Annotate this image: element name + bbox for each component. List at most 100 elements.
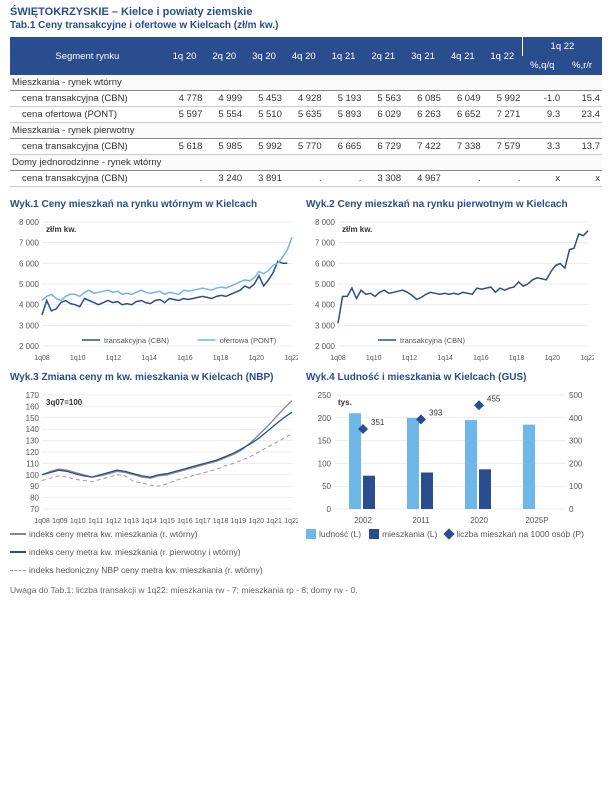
- svg-text:1q12: 1q12: [106, 355, 122, 362]
- q6: 3q 21: [403, 37, 443, 75]
- svg-text:1q16: 1q16: [473, 355, 489, 362]
- cell: .: [483, 171, 523, 187]
- svg-text:7 000: 7 000: [315, 239, 336, 248]
- svg-text:300: 300: [569, 437, 583, 446]
- svg-text:1q13: 1q13: [123, 518, 139, 525]
- svg-text:3 000: 3 000: [315, 321, 336, 330]
- svg-text:zł/m kw.: zł/m kw.: [46, 225, 76, 234]
- svg-text:170: 170: [26, 391, 40, 400]
- svg-text:250: 250: [318, 391, 332, 400]
- svg-text:4 000: 4 000: [19, 301, 40, 310]
- svg-text:400: 400: [569, 414, 583, 423]
- q0: 1q 20: [165, 37, 205, 75]
- cell: 5 510: [244, 107, 284, 123]
- svg-text:3 000: 3 000: [19, 321, 40, 330]
- cell: 3 308: [363, 171, 403, 187]
- svg-text:8 000: 8 000: [315, 218, 336, 227]
- chart-1-title: Wyk.1 Ceny mieszkań na rynku wtórnym w K…: [10, 199, 298, 210]
- svg-text:1q19: 1q19: [231, 518, 247, 525]
- svg-text:4 000: 4 000: [315, 301, 336, 310]
- q8: 1q 22: [483, 37, 523, 75]
- cell: 7 271: [483, 107, 523, 123]
- svg-text:1q18: 1q18: [213, 355, 229, 362]
- svg-text:1q22: 1q22: [580, 355, 594, 362]
- svg-text:90: 90: [30, 482, 39, 491]
- cell: 5 597: [165, 107, 205, 123]
- svg-text:200: 200: [569, 459, 583, 468]
- svg-text:1q12: 1q12: [106, 518, 122, 525]
- chart-2: Wyk.2 Ceny mieszkań na rynku pierwotnym …: [306, 199, 594, 364]
- svg-text:2 000: 2 000: [19, 342, 40, 351]
- cell: 7 579: [483, 139, 523, 155]
- q7: 4q 21: [443, 37, 483, 75]
- svg-text:393: 393: [429, 408, 443, 417]
- row-label: cena transakcyjna (CBN): [10, 91, 165, 107]
- svg-text:1q16: 1q16: [177, 518, 193, 525]
- svg-text:1q14: 1q14: [437, 355, 453, 362]
- region-title: ŚWIĘTOKRZYSKIE – Kielce i powiaty ziemsk…: [10, 6, 602, 18]
- cell: 5 635: [284, 107, 324, 123]
- svg-text:110: 110: [26, 459, 39, 468]
- svg-text:1q09: 1q09: [52, 518, 68, 525]
- cell: 6 029: [363, 107, 403, 123]
- svg-text:2 000: 2 000: [315, 342, 336, 351]
- svg-text:100: 100: [569, 482, 583, 491]
- q5: 2q 21: [363, 37, 403, 75]
- cell: 5 770: [284, 139, 324, 155]
- row-label: cena ofertowa (PONT): [10, 107, 165, 123]
- row-label: cena transakcyjna (CBN): [10, 171, 165, 187]
- period-head: 1q 22: [522, 37, 602, 56]
- cell: 4 999: [204, 91, 244, 107]
- svg-text:transakcyjna (CBN): transakcyjna (CBN): [104, 336, 170, 345]
- q2: 3q 20: [244, 37, 284, 75]
- svg-text:zł/m kw.: zł/m kw.: [342, 225, 372, 234]
- svg-text:1q08: 1q08: [34, 518, 50, 525]
- svg-text:1q18: 1q18: [213, 518, 229, 525]
- svg-text:100: 100: [26, 471, 40, 480]
- svg-text:5 000: 5 000: [315, 280, 336, 289]
- cell: 4 928: [284, 91, 324, 107]
- cell: 5 893: [324, 107, 364, 123]
- cell: 6 263: [403, 107, 443, 123]
- svg-text:7 000: 7 000: [19, 239, 40, 248]
- svg-text:150: 150: [26, 414, 40, 423]
- svg-text:1q12: 1q12: [402, 355, 418, 362]
- svg-text:70: 70: [30, 505, 39, 514]
- svg-text:tys.: tys.: [338, 398, 352, 407]
- pct-rr: %,r/r: [562, 56, 602, 75]
- svg-text:1q14: 1q14: [141, 518, 157, 525]
- svg-text:100: 100: [318, 459, 332, 468]
- legend-item: liczba mieszkań na 1000 osób (P): [445, 529, 584, 539]
- svg-text:1q22: 1q22: [284, 355, 298, 362]
- cell: 5 563: [363, 91, 403, 107]
- cell: 5 554: [204, 107, 244, 123]
- legend-item: indeks ceny metra kw. mieszkania (r. wtó…: [10, 529, 198, 539]
- legend-item: mieszkania (L): [369, 529, 437, 539]
- svg-text:140: 140: [26, 425, 40, 434]
- svg-text:2011: 2011: [412, 516, 430, 525]
- svg-text:1q16: 1q16: [177, 355, 193, 362]
- svg-text:0: 0: [569, 505, 574, 514]
- cell: .: [165, 171, 205, 187]
- svg-text:1q17: 1q17: [195, 518, 211, 525]
- svg-text:351: 351: [371, 418, 385, 427]
- svg-text:1q10: 1q10: [70, 518, 86, 525]
- cell: 5 992: [244, 139, 284, 155]
- row-label: cena transakcyjna (CBN): [10, 139, 165, 155]
- svg-text:ofertowa (PONT): ofertowa (PONT): [220, 336, 277, 345]
- cell: 6 049: [443, 91, 483, 107]
- svg-text:2025P: 2025P: [525, 516, 548, 525]
- cell: 5 618: [165, 139, 205, 155]
- legend-item: ludność (L): [306, 529, 361, 539]
- svg-text:0: 0: [327, 505, 332, 514]
- chart-3-title: Wyk.3 Zmiana ceny m kw. mieszkania w Kie…: [10, 372, 298, 383]
- footer-note: Uwaga do Tab.1: liczba transakcji w 1q22…: [10, 585, 602, 595]
- q4: 1q 21: [324, 37, 364, 75]
- svg-text:1q08: 1q08: [34, 355, 50, 362]
- col-segment: Segment rynku: [10, 37, 165, 75]
- svg-text:5 000: 5 000: [19, 280, 40, 289]
- legend-item: indeks ceny metra kw. mieszkania (r. pie…: [10, 547, 241, 557]
- svg-text:1q20: 1q20: [248, 518, 264, 525]
- svg-text:6 000: 6 000: [19, 259, 40, 268]
- svg-text:3q07=100: 3q07=100: [46, 398, 83, 407]
